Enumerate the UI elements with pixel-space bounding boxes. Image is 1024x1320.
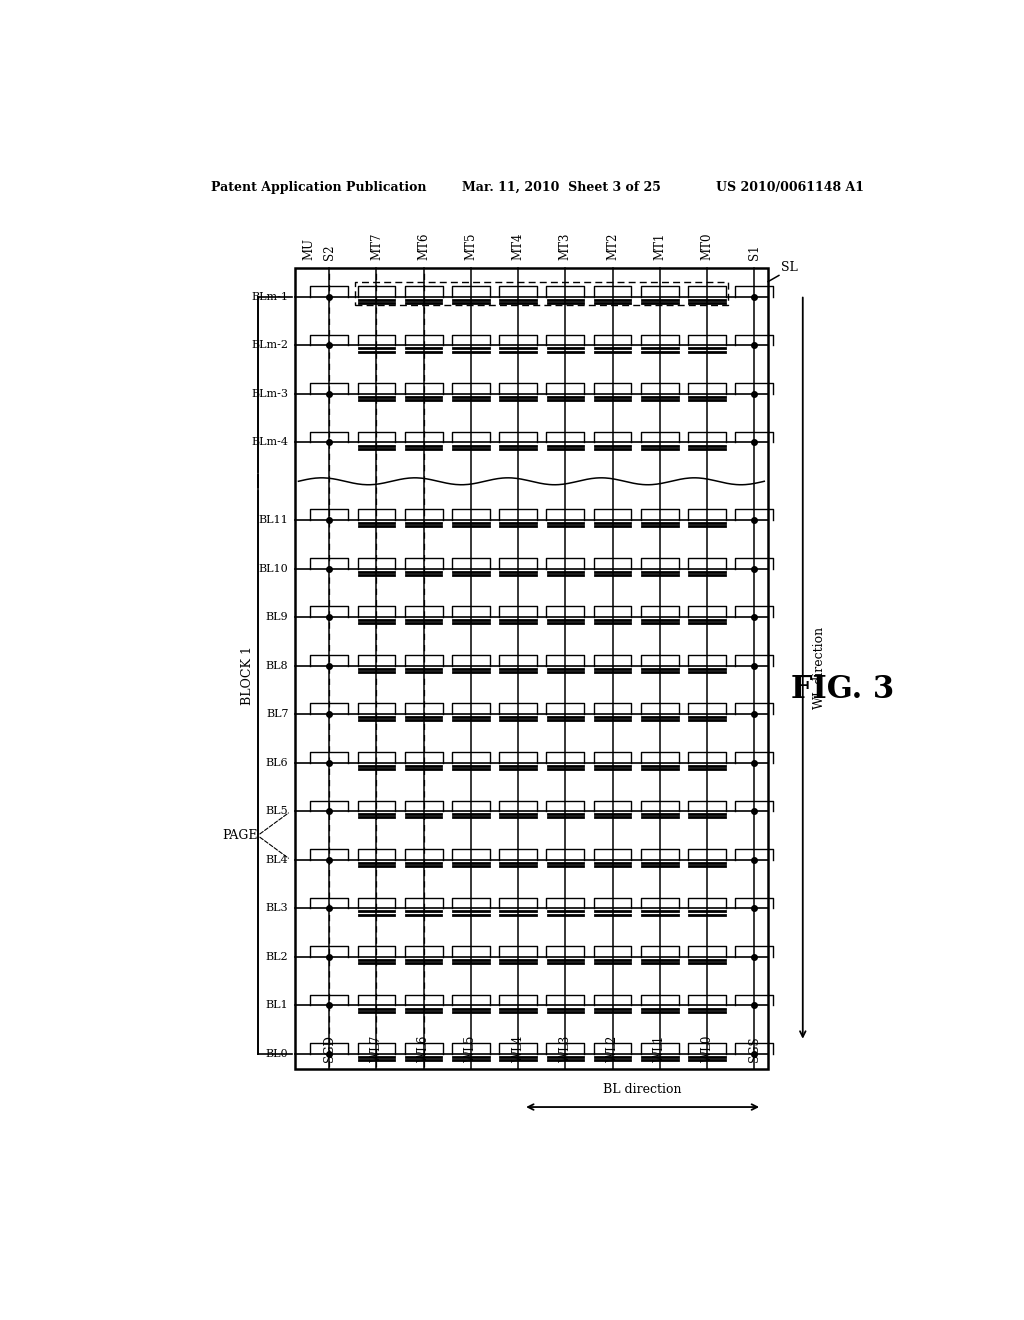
Text: MT5: MT5 — [465, 232, 477, 260]
Text: S1: S1 — [748, 244, 761, 260]
Text: BLOCK 1: BLOCK 1 — [241, 645, 254, 705]
Text: WL5: WL5 — [465, 1035, 477, 1063]
Text: BL4: BL4 — [266, 855, 289, 865]
Text: BL9: BL9 — [266, 612, 289, 622]
Text: S2: S2 — [323, 244, 336, 260]
Text: WL3: WL3 — [559, 1035, 571, 1063]
Text: BL8: BL8 — [266, 661, 289, 671]
Text: WL7: WL7 — [370, 1035, 383, 1063]
Text: MT4: MT4 — [512, 232, 524, 260]
Text: MT2: MT2 — [606, 232, 620, 260]
Text: MT1: MT1 — [653, 232, 667, 260]
Text: SGS: SGS — [748, 1036, 761, 1063]
Text: WL0: WL0 — [700, 1035, 714, 1063]
Text: SGD: SGD — [323, 1035, 336, 1063]
Text: BL3: BL3 — [266, 903, 289, 913]
Text: Mar. 11, 2010  Sheet 3 of 25: Mar. 11, 2010 Sheet 3 of 25 — [462, 181, 660, 194]
Text: SL: SL — [781, 261, 798, 275]
Text: PAGE: PAGE — [222, 829, 258, 842]
Text: MU: MU — [302, 238, 315, 260]
Text: WL2: WL2 — [606, 1035, 620, 1063]
Text: BL6: BL6 — [266, 758, 289, 768]
Text: MT6: MT6 — [417, 232, 430, 260]
Text: BL10: BL10 — [259, 564, 289, 574]
Text: FIG. 3: FIG. 3 — [792, 675, 895, 705]
Text: BLm-3: BLm-3 — [252, 389, 289, 399]
Text: BL direction: BL direction — [603, 1084, 682, 1096]
Text: WL1: WL1 — [653, 1035, 667, 1063]
Text: BL7: BL7 — [266, 709, 289, 719]
Text: BL5: BL5 — [266, 807, 289, 816]
Text: BL0: BL0 — [266, 1049, 289, 1059]
Text: WL6: WL6 — [417, 1035, 430, 1063]
Text: BLm-4: BLm-4 — [252, 437, 289, 447]
Text: US 2010/0061148 A1: US 2010/0061148 A1 — [716, 181, 864, 194]
Text: MT7: MT7 — [370, 232, 383, 260]
Text: WL4: WL4 — [512, 1035, 524, 1063]
Text: WL direction: WL direction — [813, 627, 825, 709]
Text: BLm-2: BLm-2 — [252, 341, 289, 350]
Text: BL11: BL11 — [259, 515, 289, 525]
Text: MT0: MT0 — [700, 232, 714, 260]
Bar — [295, 268, 768, 1069]
Text: Patent Application Publication: Patent Application Publication — [211, 181, 427, 194]
Text: MT3: MT3 — [559, 232, 571, 260]
Text: BL2: BL2 — [266, 952, 289, 962]
Text: BLm-1: BLm-1 — [252, 292, 289, 302]
Text: BL1: BL1 — [266, 1001, 289, 1010]
